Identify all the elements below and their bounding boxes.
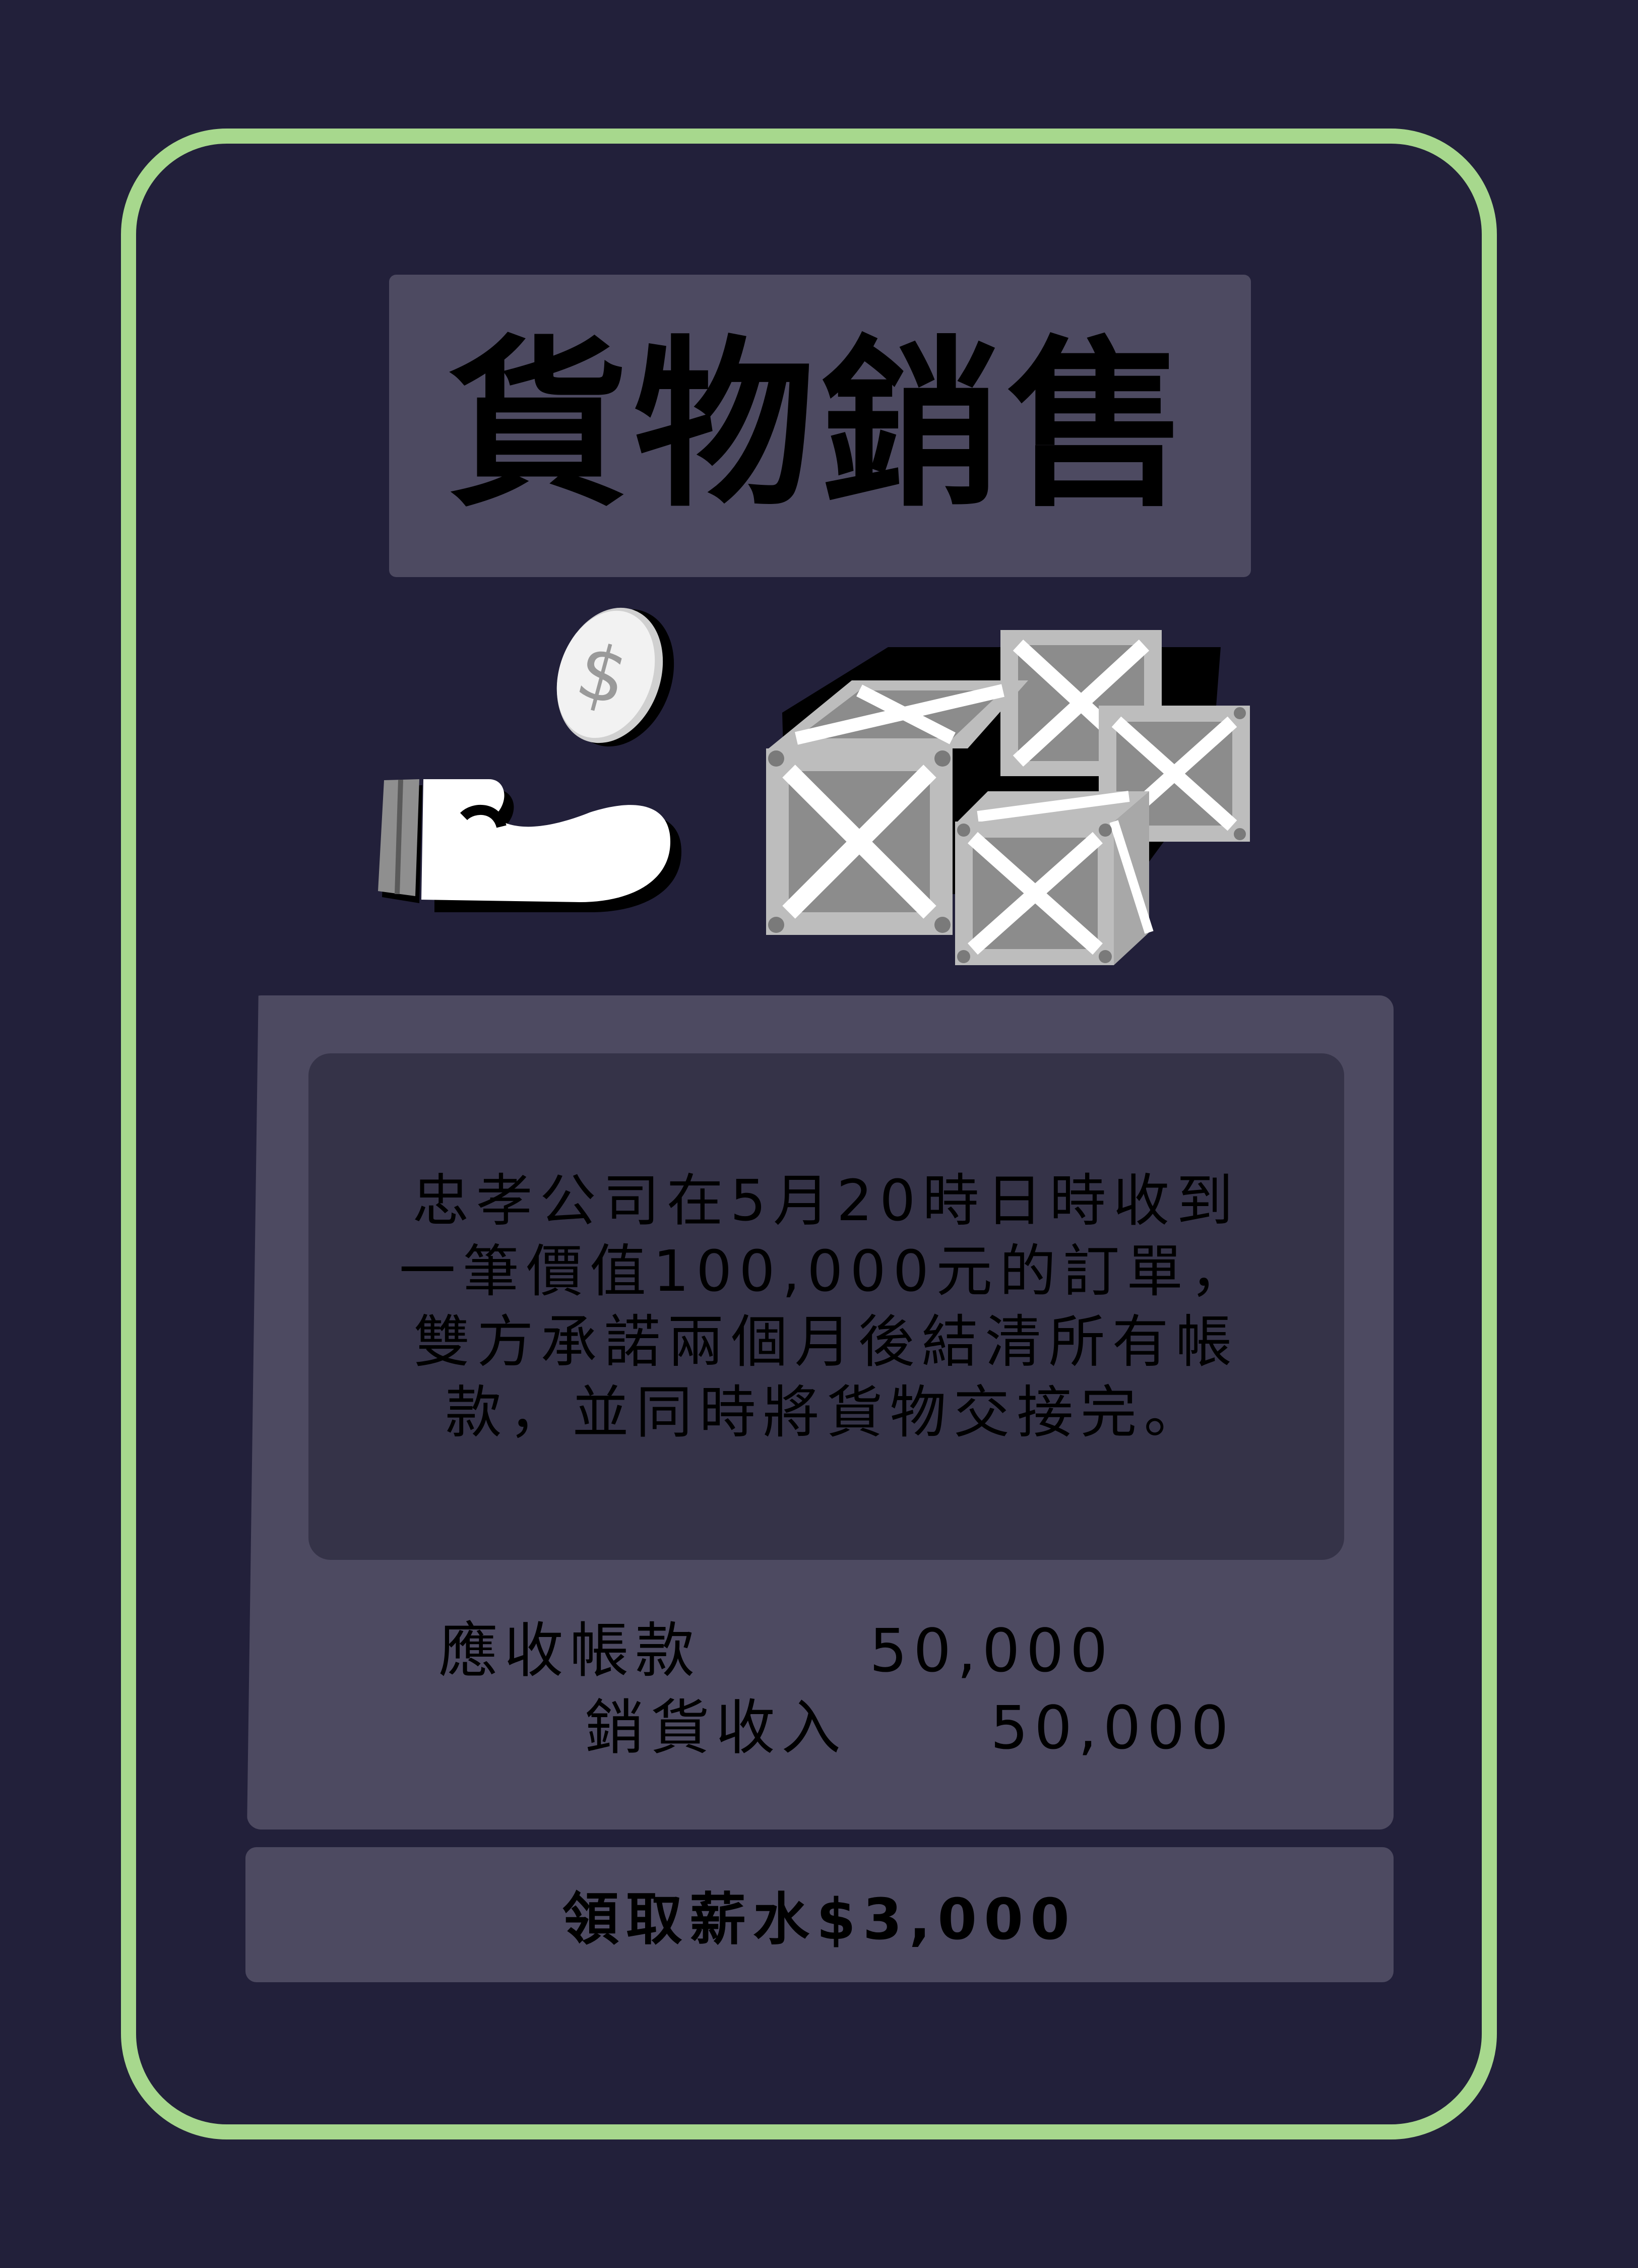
debit-account: 應收帳款 xyxy=(438,1616,701,1685)
reward-bar: 領取薪水$3,000 xyxy=(245,1847,1394,1982)
wooden-crates-icon xyxy=(766,630,1250,965)
journal-debit-row: 應收帳款 50,000 xyxy=(438,1615,1144,1686)
description-box: 忠孝公司在5月20時日時收到 一筆價值100,000元的訂單， 雙方承諾兩個月後… xyxy=(308,1053,1344,1560)
dollar-coin-icon: $ xyxy=(556,607,674,747)
card-title: 貨物銷售 xyxy=(447,320,1193,531)
journal-credit-row: 銷貨收入 50,000 xyxy=(585,1692,1290,1763)
card-description: 忠孝公司在5月20時日時收到 一筆價值100,000元的訂單， 雙方承諾兩個月後… xyxy=(399,1168,1254,1445)
debit-amount: 50,000 xyxy=(869,1616,1114,1685)
hand-icon xyxy=(378,779,681,912)
card-frame xyxy=(121,129,1497,2139)
title-box: 貨物銷售 xyxy=(389,275,1251,577)
sale-illustration: $ xyxy=(373,605,1280,978)
reward-text: 領取薪水$3,000 xyxy=(562,1887,1077,1952)
credit-amount: 50,000 xyxy=(990,1693,1235,1762)
credit-account: 銷貨收入 xyxy=(585,1693,847,1762)
